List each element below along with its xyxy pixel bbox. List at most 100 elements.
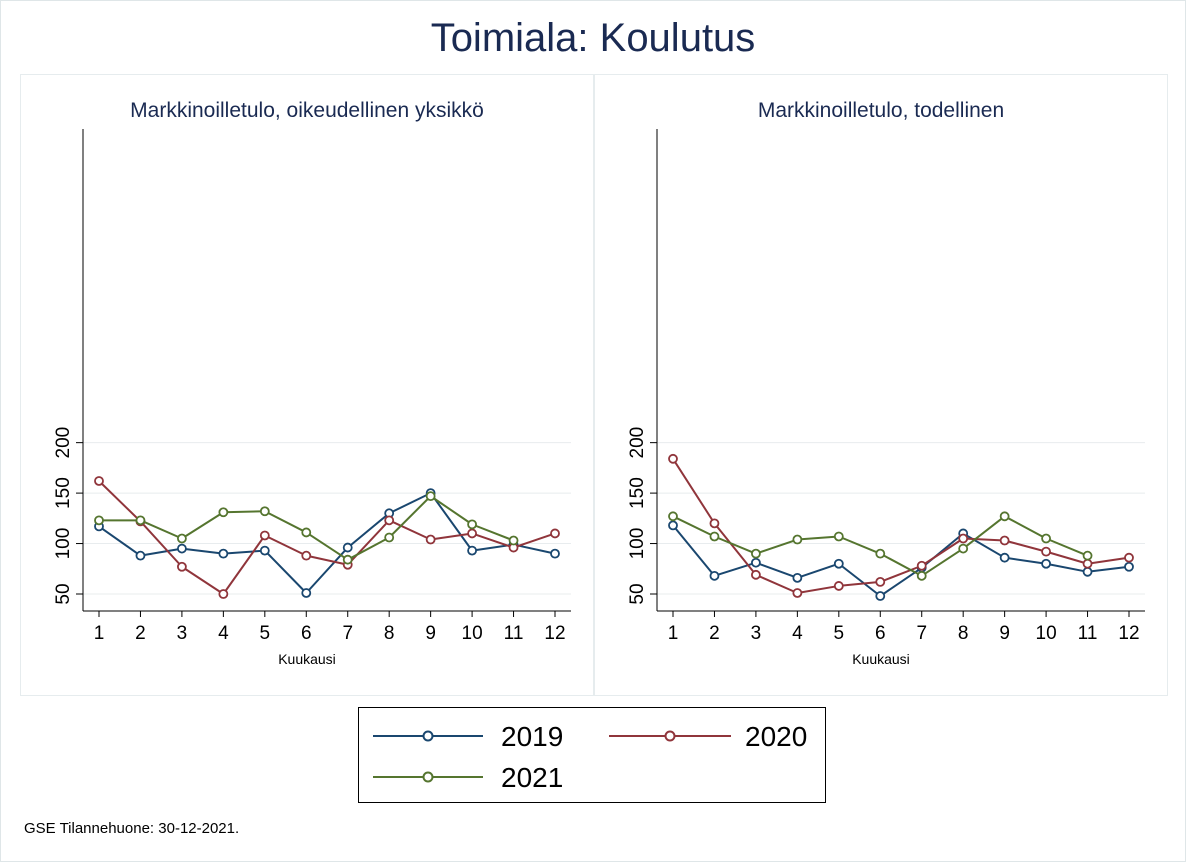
left-xtick-label-9: 9 (425, 623, 436, 644)
right-xtick-label-6: 6 (875, 623, 886, 644)
left-ytick-label-100: 100 (53, 528, 74, 560)
left-xtick-label-12: 12 (544, 623, 565, 644)
left-xtick-label-6: 6 (301, 623, 312, 644)
right-xtick-label-2: 2 (709, 623, 720, 644)
panel-right-xlabel: Kuukausi (852, 651, 910, 667)
left-xtick-label-7: 7 (342, 623, 353, 644)
right-point-2021-7 (916, 570, 927, 581)
right-point-2020-3 (751, 569, 761, 580)
right-point-2021-8 (958, 543, 969, 554)
legend-label-2021: 2021 (501, 762, 564, 793)
right-point-2021-5 (833, 531, 844, 542)
right-point-2020-6 (875, 576, 886, 587)
left-point-2019-4 (218, 548, 229, 559)
right-ytick-label-100: 100 (627, 528, 648, 560)
left-point-2021-9 (425, 491, 436, 502)
left-point-2021-5 (259, 506, 270, 517)
panel-left-chart: Markkinoilletulo, oikeudellinen yksikkö … (20, 74, 594, 696)
left-series-line-2019 (98, 492, 556, 594)
left-xtick-label-4: 4 (218, 623, 229, 644)
left-ytick-label-150: 150 (53, 477, 74, 509)
legend-item-2019: 2019 (373, 719, 593, 755)
right-point-2021-11 (1082, 550, 1093, 561)
right-point-2019-1 (668, 520, 678, 531)
legend-item-2021: 2021 (373, 760, 593, 796)
left-xtick-label-10: 10 (462, 623, 483, 644)
left-point-2021-4 (218, 507, 229, 518)
left-point-2020-12 (550, 528, 560, 539)
left-point-2021-8 (384, 532, 395, 543)
left-point-2020-10 (467, 528, 477, 539)
left-point-2021-10 (467, 519, 477, 530)
right-xtick-label-8: 8 (958, 623, 969, 644)
legend-label-2020: 2020 (745, 721, 808, 752)
panel-right-title: Markkinoilletulo, todellinen (757, 99, 1005, 122)
left-xtick-label-3: 3 (177, 623, 188, 644)
left-point-2021-7 (342, 554, 353, 565)
right-point-2020-9 (999, 535, 1010, 546)
right-point-2019-4 (792, 572, 803, 583)
left-xtick-label-1: 1 (94, 623, 105, 644)
left-xtick-label-11: 11 (504, 623, 524, 644)
main-title: Toimiala: Koulutus (430, 16, 756, 60)
right-point-2021-3 (751, 548, 761, 559)
left-point-2019-2 (135, 550, 146, 561)
left-point-2019-3 (177, 543, 187, 554)
left-point-2020-1 (94, 476, 104, 486)
left-point-2021-2 (135, 515, 146, 526)
left-point-2020-5 (259, 530, 270, 541)
right-xtick-label-12: 12 (1118, 623, 1139, 644)
right-xtick-label-1: 1 (668, 623, 679, 644)
left-point-2021-6 (301, 527, 312, 538)
left-point-2020-9 (425, 534, 436, 545)
right-point-2019-10 (1041, 558, 1051, 569)
legend-label-2019: 2019 (501, 721, 564, 752)
right-point-2020-11 (1082, 558, 1093, 569)
right-point-2020-12 (1124, 552, 1134, 563)
left-ytick-label-200: 200 (53, 427, 74, 459)
right-ytick-label-200: 200 (627, 427, 648, 459)
right-point-2021-4 (792, 534, 803, 545)
left-point-2019-5 (259, 545, 270, 556)
left-point-2020-8 (384, 515, 395, 526)
right-point-2021-6 (875, 548, 886, 559)
left-point-2019-12 (550, 548, 560, 559)
right-xtick-label-4: 4 (792, 623, 803, 644)
right-point-2020-7 (916, 560, 927, 571)
right-xtick-label-3: 3 (751, 623, 762, 644)
right-point-2020-10 (1041, 546, 1051, 557)
left-point-2019-7 (342, 542, 353, 553)
right-point-2019-12 (1124, 561, 1134, 572)
left-point-2020-3 (177, 561, 187, 572)
right-series-line-2020 (672, 458, 1130, 594)
right-point-2020-2 (709, 518, 720, 529)
right-point-2019-3 (751, 557, 761, 568)
left-xtick-label-5: 5 (260, 623, 271, 644)
right-point-2019-2 (709, 570, 720, 581)
left-xtick-label-8: 8 (384, 623, 395, 644)
right-xtick-label-10: 10 (1036, 623, 1057, 644)
right-xtick-label-9: 9 (999, 623, 1010, 644)
panel-right-chart: Markkinoilletulo, todellinen 50 100 150 200… (594, 74, 1168, 696)
left-point-2019-10 (467, 545, 477, 556)
panel-left-xlabel: Kuukausi (278, 651, 336, 667)
left-point-2019-6 (301, 588, 312, 598)
left-series-line-2020 (98, 480, 556, 595)
right-point-2020-8 (958, 533, 969, 544)
right-ytick-label-50: 50 (627, 583, 648, 604)
right-point-2021-2 (709, 531, 720, 542)
right-point-2019-9 (999, 552, 1010, 563)
right-xtick-label-11: 11 (1078, 623, 1098, 644)
panel-left-title: Markkinoilletulo, oikeudellinen yksikkö (130, 99, 484, 122)
left-point-2021-1 (94, 515, 104, 526)
right-point-2021-10 (1041, 533, 1051, 544)
right-point-2020-4 (792, 588, 803, 598)
right-point-2021-1 (668, 511, 678, 522)
left-point-2021-11 (508, 535, 519, 546)
legend-marker-2020 (664, 730, 676, 742)
right-point-2019-5 (833, 558, 844, 569)
right-point-2019-11 (1082, 566, 1093, 577)
legend-swatch-2020 (609, 730, 731, 742)
